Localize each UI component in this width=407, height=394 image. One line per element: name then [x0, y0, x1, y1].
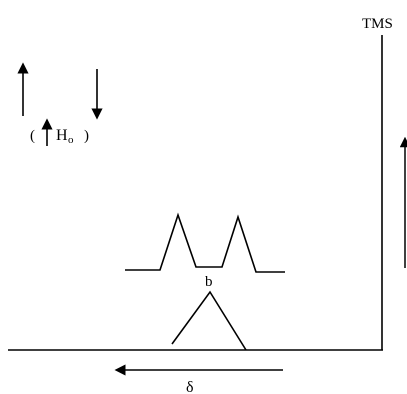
tms-label: TMS	[362, 16, 393, 32]
singlet-signal	[171, 290, 247, 351]
field-close-paren: )	[84, 128, 89, 144]
doublet-signal	[125, 212, 285, 273]
delta-label: δ	[186, 379, 194, 394]
field-symbol-h: H	[56, 127, 68, 144]
field-open-paren: (	[30, 128, 35, 144]
field-subscript-o: o	[68, 134, 74, 146]
peak-label-b: b	[205, 274, 213, 290]
